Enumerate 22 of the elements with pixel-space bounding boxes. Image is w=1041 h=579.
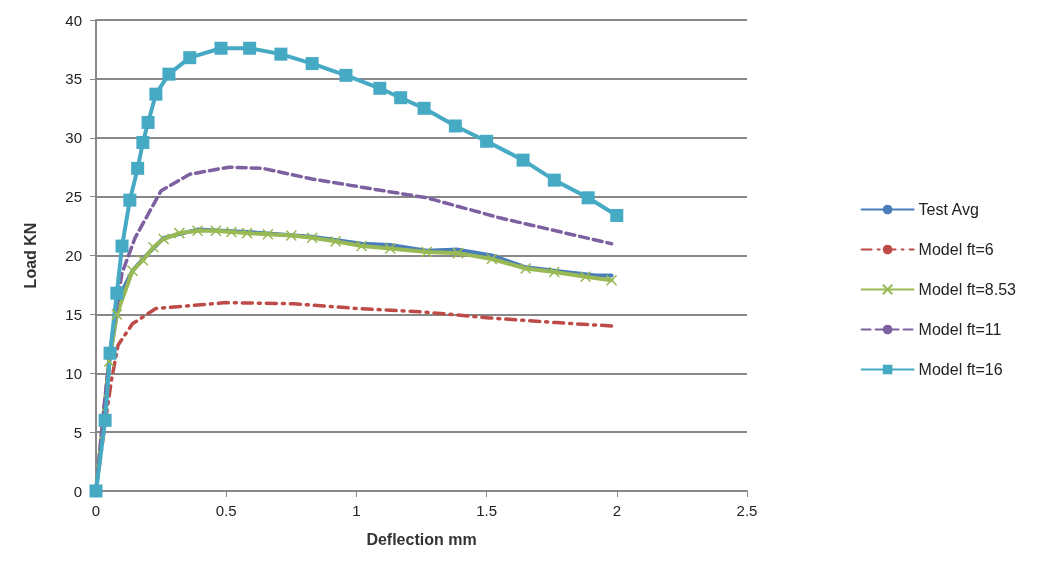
y-tick-label: 35: [65, 70, 82, 88]
x-tick-label: 0: [91, 502, 101, 519]
x-axis-title: Deflection mm: [366, 530, 477, 548]
y-tick-label: 10: [65, 364, 82, 382]
legend-label: Model ft=8.53: [918, 281, 1017, 298]
y-tick-label: 0: [73, 482, 82, 500]
legend-label: Model ft=16: [918, 361, 1003, 378]
legend-label: Model ft=6: [918, 241, 994, 258]
x-tick-label: 2.5: [736, 502, 758, 519]
x-tick-label: 1.5: [476, 502, 498, 519]
x-tick-label: 0.5: [215, 502, 237, 519]
y-tick-label: 40: [65, 11, 82, 29]
x-tick-label: 1: [352, 502, 361, 519]
legend-label: Model ft=11: [918, 321, 1002, 338]
legend-label: Test Avg: [918, 201, 979, 218]
y-axis-title: Load KN: [21, 222, 39, 289]
y-tick-label: 5: [73, 423, 82, 441]
y-tick-label: 25: [65, 188, 82, 206]
x-tick-label: 2: [612, 502, 621, 519]
y-tick-label: 20: [65, 247, 82, 264]
y-tick-label: 15: [65, 305, 82, 323]
y-tick-label: 30: [65, 129, 82, 147]
